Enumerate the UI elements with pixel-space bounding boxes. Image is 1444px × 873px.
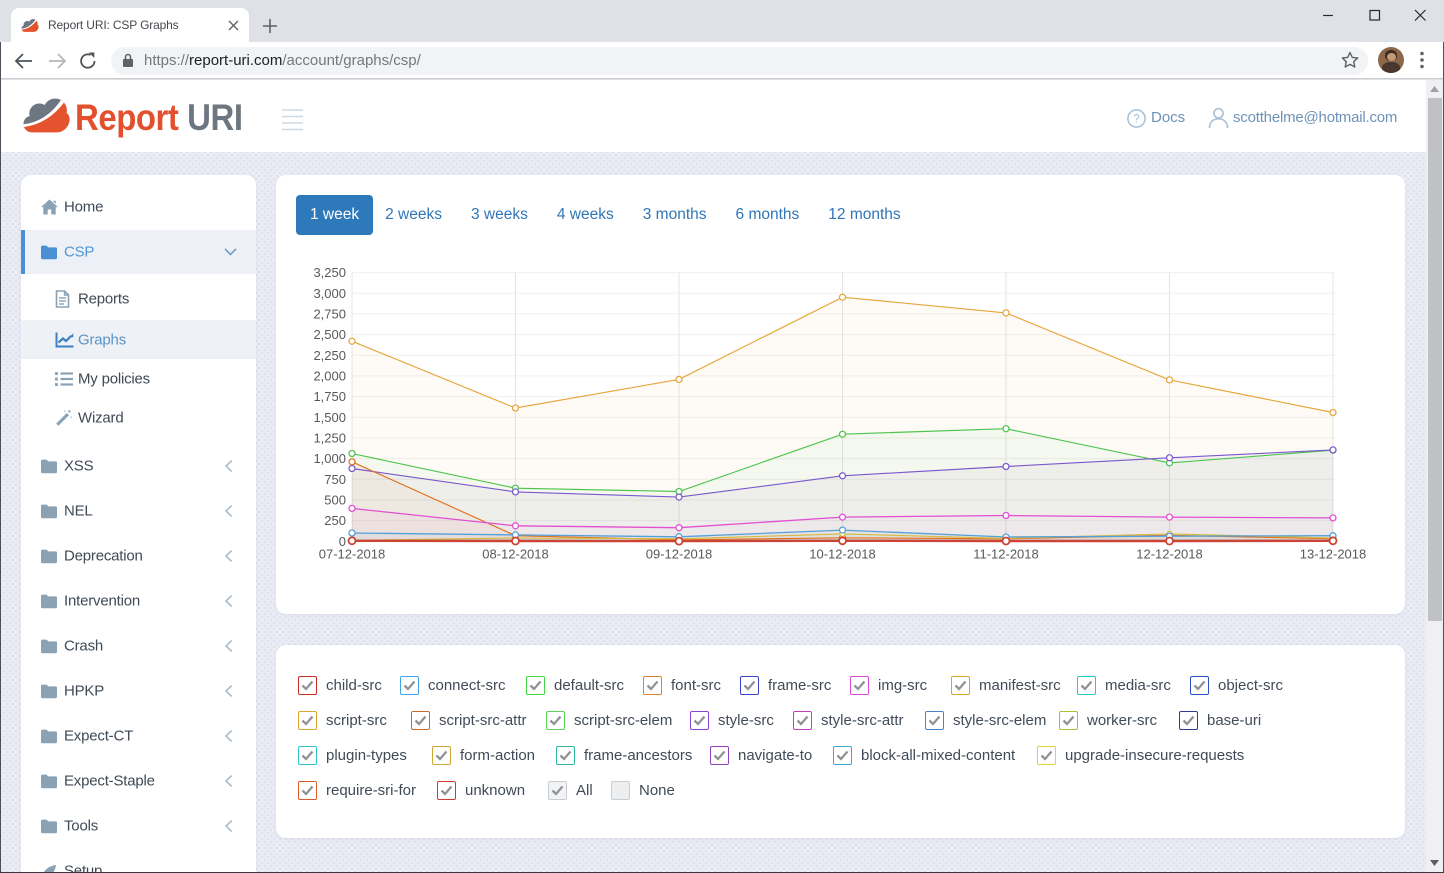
svg-text:1,750: 1,750: [313, 389, 346, 404]
svg-text:07-12-2018: 07-12-2018: [319, 546, 386, 561]
svg-text:08-12-2018: 08-12-2018: [482, 546, 549, 561]
svg-text:10-12-2018: 10-12-2018: [809, 546, 876, 561]
svg-text:750: 750: [324, 472, 346, 487]
svg-text:09-12-2018: 09-12-2018: [646, 546, 713, 561]
svg-text:2,750: 2,750: [313, 306, 346, 321]
svg-text:250: 250: [324, 513, 346, 528]
svg-text:2,500: 2,500: [313, 327, 346, 342]
svg-text:?: ?: [1133, 114, 1139, 126]
svg-text:13-12-2018: 13-12-2018: [1300, 546, 1367, 561]
svg-text:12-12-2018: 12-12-2018: [1136, 546, 1203, 561]
svg-text:1,250: 1,250: [313, 431, 346, 446]
svg-text:1,000: 1,000: [313, 451, 346, 466]
svg-text:0: 0: [339, 534, 346, 549]
svg-text:3,000: 3,000: [313, 286, 346, 301]
svg-text:2,250: 2,250: [313, 348, 346, 363]
svg-text:2,000: 2,000: [313, 368, 346, 383]
svg-text:3,250: 3,250: [313, 265, 346, 280]
svg-text:11-12-2018: 11-12-2018: [973, 546, 1039, 561]
svg-text:500: 500: [324, 493, 346, 508]
svg-text:1,500: 1,500: [313, 410, 346, 425]
